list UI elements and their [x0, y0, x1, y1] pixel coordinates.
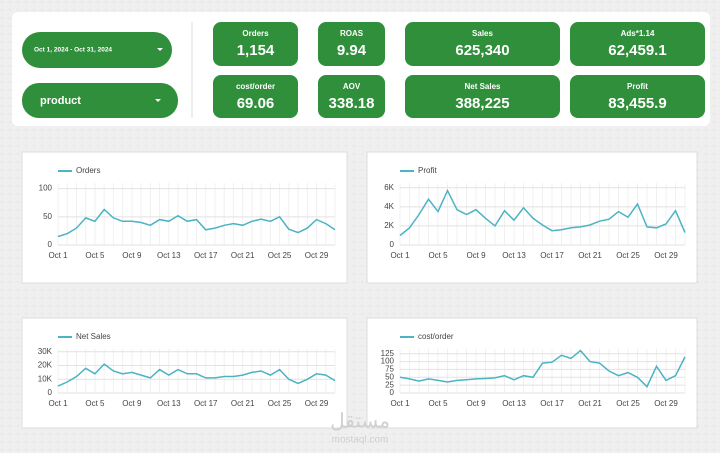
y-tick-label: 100: [381, 357, 395, 366]
line-series: [399, 188, 686, 237]
legend-label: Profit: [418, 166, 437, 175]
kpi-card: [213, 22, 298, 66]
kpi-label: Orders: [242, 29, 269, 38]
dropdown-arrow: [157, 48, 163, 51]
dimension: product: [40, 95, 81, 107]
x-tick-label: Oct 13: [157, 251, 181, 260]
x-tick-label: Oct 13: [157, 399, 181, 408]
x-tick-label: Oct 13: [502, 251, 526, 260]
watermark: مستقل: [330, 410, 390, 432]
x-tick-label: Oct 25: [268, 399, 292, 408]
kpi-label: AOV: [343, 82, 361, 91]
x-tick-label: Oct 17: [540, 399, 564, 408]
x-tick-label: Oct 1: [390, 251, 410, 260]
x-tick-label: Oct 29: [305, 251, 329, 260]
kpi-label: Sales: [472, 29, 493, 38]
kpi-label: Net Sales: [464, 82, 501, 91]
date-range: Oct 1, 2024 - Oct 31, 2024: [34, 47, 112, 54]
kpi-value: 83,455.9: [608, 95, 666, 112]
y-tick-label: 125: [381, 349, 395, 358]
x-tick-label: Oct 29: [654, 251, 678, 260]
kpi-value: 388,225: [455, 95, 509, 112]
y-tick-label: 2K: [384, 221, 394, 230]
x-tick-label: Oct 21: [231, 251, 255, 260]
legend-label: Net Sales: [76, 332, 111, 341]
x-tick-label: Oct 25: [616, 251, 640, 260]
x-tick-label: Oct 29: [654, 399, 678, 408]
kpi-value: 1,154: [237, 42, 275, 59]
x-tick-label: Oct 25: [616, 399, 640, 408]
y-tick-label: 100: [39, 184, 53, 193]
kpi-value: 69.06: [237, 95, 275, 112]
x-tick-label: Oct 9: [466, 399, 486, 408]
x-tick-label: Oct 17: [194, 251, 218, 260]
y-tick-label: 75: [385, 365, 394, 374]
date-filter[interactable]: [22, 32, 172, 68]
kpi-card: [213, 75, 298, 118]
legend-label: Orders: [76, 166, 100, 175]
x-tick-label: Oct 9: [122, 251, 142, 260]
y-tick-label: 25: [385, 380, 394, 389]
legend-label: cost/order: [418, 332, 454, 341]
x-tick-label: Oct 5: [428, 399, 448, 408]
line-series: [57, 363, 336, 387]
x-tick-label: Oct 21: [578, 251, 602, 260]
kpi-label: Ads*1.14: [621, 29, 655, 38]
kpi-card: [318, 75, 385, 118]
kpi-value: 9.94: [337, 42, 367, 59]
kpi-value: 625,340: [455, 42, 509, 59]
kpi-card: [405, 22, 560, 66]
y-tick-label: 50: [385, 372, 394, 381]
kpi-card: [570, 75, 705, 118]
chart-panel: [366, 317, 698, 429]
x-tick-label: Oct 1: [48, 251, 68, 260]
x-tick-label: Oct 29: [305, 399, 329, 408]
kpi-value: 338.18: [329, 95, 375, 112]
x-tick-label: Oct 1: [390, 399, 410, 408]
x-tick-label: Oct 21: [231, 399, 255, 408]
x-tick-label: Oct 17: [194, 399, 218, 408]
y-tick-label: 0: [48, 240, 53, 249]
x-tick-label: Oct 21: [578, 399, 602, 408]
line-series: [57, 208, 336, 238]
kpi-label: cost/order: [236, 82, 275, 91]
x-tick-label: Oct 13: [502, 399, 526, 408]
kpi-card: [405, 75, 560, 118]
kpi-value: 62,459.1: [608, 42, 666, 59]
x-tick-label: Oct 9: [122, 399, 142, 408]
x-tick-label: Oct 25: [268, 251, 292, 260]
x-tick-label: Oct 9: [466, 251, 486, 260]
line-series: [399, 349, 686, 388]
y-tick-label: 50: [43, 212, 52, 221]
y-tick-label: 0: [48, 388, 53, 397]
x-tick-label: Oct 5: [85, 251, 105, 260]
kpi-card: [318, 22, 385, 66]
x-tick-label: Oct 17: [540, 251, 564, 260]
dimension-filter[interactable]: [22, 83, 178, 118]
dropdown-arrow: [155, 99, 161, 102]
y-tick-label: 20K: [38, 361, 53, 370]
y-tick-label: 30K: [38, 347, 53, 356]
watermark: mostaql.com: [332, 435, 389, 446]
y-tick-label: 4K: [384, 202, 394, 211]
y-tick-label: 6K: [384, 183, 394, 192]
y-tick-label: 0: [390, 388, 395, 397]
chart-panel: [21, 151, 348, 284]
x-tick-label: Oct 5: [85, 399, 105, 408]
x-tick-label: Oct 5: [428, 251, 448, 260]
y-tick-label: 0: [390, 240, 395, 249]
kpi-label: Profit: [627, 82, 648, 91]
kpi-label: ROAS: [340, 29, 364, 38]
x-tick-label: Oct 1: [48, 399, 68, 408]
kpi-card: [570, 22, 705, 66]
y-tick-label: 10K: [38, 374, 53, 383]
